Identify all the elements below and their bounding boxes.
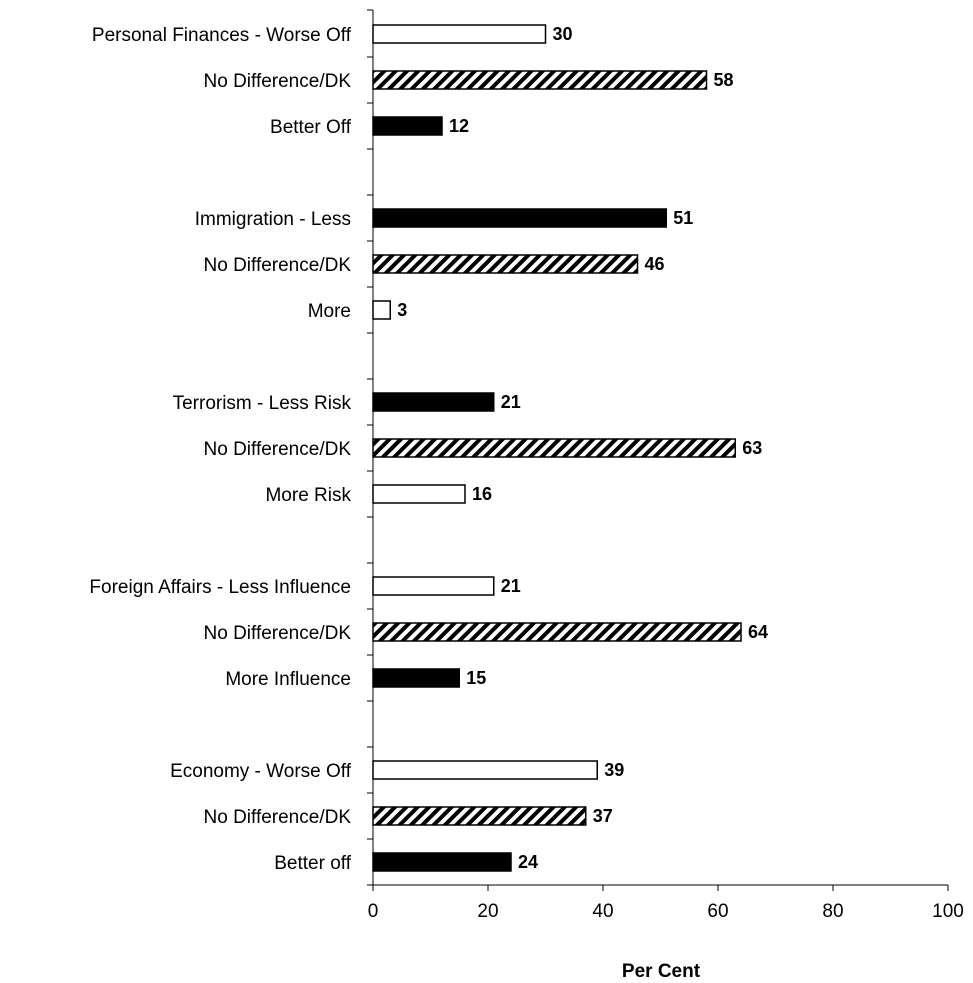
value-label: 63 bbox=[742, 438, 762, 458]
value-label: 24 bbox=[518, 852, 538, 872]
bars bbox=[372, 24, 742, 872]
bar bbox=[372, 484, 466, 504]
bar bbox=[372, 208, 667, 228]
value-label: 39 bbox=[604, 760, 624, 780]
x-axis-title: Per Cent bbox=[622, 961, 701, 982]
bar bbox=[372, 254, 639, 274]
bar bbox=[372, 116, 443, 136]
value-label: 12 bbox=[449, 116, 469, 136]
x-tick-label: 100 bbox=[932, 901, 964, 922]
value-label: 64 bbox=[748, 622, 768, 642]
category-label: Better Off bbox=[270, 117, 352, 138]
category-label: More bbox=[308, 301, 351, 322]
value-label: 30 bbox=[553, 24, 573, 44]
labels: Personal Finances - Worse Off 30 No Differ… bbox=[89, 24, 768, 874]
bar bbox=[372, 806, 587, 826]
bar bbox=[372, 300, 391, 320]
category-label: No Difference/DK bbox=[204, 255, 352, 276]
x-tick-label: 80 bbox=[822, 901, 843, 922]
bar bbox=[372, 760, 598, 780]
category-label: No Difference/DK bbox=[204, 623, 352, 644]
bar bbox=[372, 668, 460, 688]
x-tick-label: 40 bbox=[592, 901, 613, 922]
value-label: 37 bbox=[593, 806, 613, 826]
category-label: Personal Finances - Worse Off bbox=[92, 25, 352, 46]
category-label: No Difference/DK bbox=[204, 439, 352, 460]
bar bbox=[372, 852, 512, 872]
value-label: 21 bbox=[501, 392, 521, 412]
axes: 0 20 40 60 80 100 bbox=[367, 9, 964, 922]
bar bbox=[372, 392, 495, 412]
category-label: No Difference/DK bbox=[204, 71, 352, 92]
bar bbox=[372, 24, 547, 44]
value-label: 46 bbox=[645, 254, 665, 274]
category-label: Economy - Worse Off bbox=[170, 761, 352, 782]
bar bbox=[372, 622, 742, 642]
value-label: 3 bbox=[397, 300, 407, 320]
x-tick-label: 20 bbox=[477, 901, 498, 922]
value-label: 15 bbox=[466, 668, 486, 688]
value-label: 51 bbox=[673, 208, 693, 228]
value-label: 21 bbox=[501, 576, 521, 596]
x-tick-label: 0 bbox=[368, 901, 379, 922]
value-label: 58 bbox=[714, 70, 734, 90]
value-label: 16 bbox=[472, 484, 492, 504]
x-tick-label: 60 bbox=[707, 901, 728, 922]
bar bbox=[372, 576, 495, 596]
bar bbox=[372, 438, 736, 458]
category-label: Better off bbox=[274, 853, 351, 874]
category-label: More Influence bbox=[225, 669, 351, 690]
category-label: Immigration - Less bbox=[195, 209, 351, 230]
bar bbox=[372, 70, 708, 90]
category-label: More Risk bbox=[265, 485, 351, 506]
category-label: Foreign Affairs - Less Influence bbox=[89, 577, 351, 598]
category-label: Terrorism - Less Risk bbox=[173, 393, 352, 414]
category-label: No Difference/DK bbox=[204, 807, 352, 828]
